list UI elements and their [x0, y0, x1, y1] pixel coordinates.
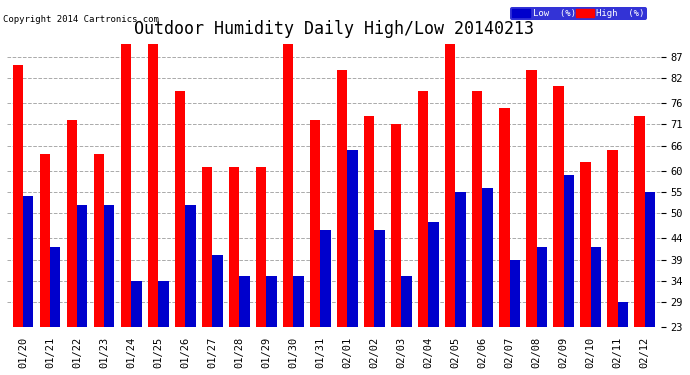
Bar [644, 192, 655, 327]
Bar [186, 205, 195, 327]
Legend: Low  (%), High  (%): Low (%), High (%) [510, 7, 647, 20]
Bar [391, 124, 402, 327]
Bar [428, 222, 439, 327]
Bar [364, 116, 375, 327]
Bar [472, 91, 482, 327]
Bar [229, 166, 239, 327]
Bar [607, 150, 618, 327]
Bar [591, 247, 601, 327]
Bar [310, 120, 320, 327]
Bar [131, 280, 141, 327]
Bar [402, 276, 412, 327]
Bar [293, 276, 304, 327]
Bar [266, 276, 277, 327]
Bar [77, 205, 88, 327]
Bar [213, 255, 223, 327]
Bar [509, 260, 520, 327]
Bar [175, 91, 186, 327]
Bar [50, 247, 61, 327]
Bar [445, 44, 455, 327]
Bar [375, 230, 385, 327]
Bar [256, 166, 266, 327]
Bar [121, 44, 131, 327]
Bar [202, 166, 213, 327]
Bar [553, 86, 564, 327]
Bar [418, 91, 428, 327]
Bar [337, 69, 347, 327]
Bar [104, 205, 115, 327]
Title: Outdoor Humidity Daily High/Low 20140213: Outdoor Humidity Daily High/Low 20140213 [134, 20, 534, 38]
Bar [283, 44, 293, 327]
Bar [580, 162, 591, 327]
Bar [455, 192, 466, 327]
Bar [158, 280, 168, 327]
Bar [23, 196, 33, 327]
Bar [634, 116, 644, 327]
Bar [482, 188, 493, 327]
Bar [526, 69, 537, 327]
Bar [500, 108, 509, 327]
Text: Copyright 2014 Cartronics.com: Copyright 2014 Cartronics.com [3, 15, 159, 24]
Bar [564, 175, 574, 327]
Bar [40, 154, 50, 327]
Bar [13, 65, 23, 327]
Bar [537, 247, 546, 327]
Bar [67, 120, 77, 327]
Bar [320, 230, 331, 327]
Bar [347, 150, 357, 327]
Bar [148, 44, 158, 327]
Bar [618, 302, 628, 327]
Bar [239, 276, 250, 327]
Bar [94, 154, 104, 327]
